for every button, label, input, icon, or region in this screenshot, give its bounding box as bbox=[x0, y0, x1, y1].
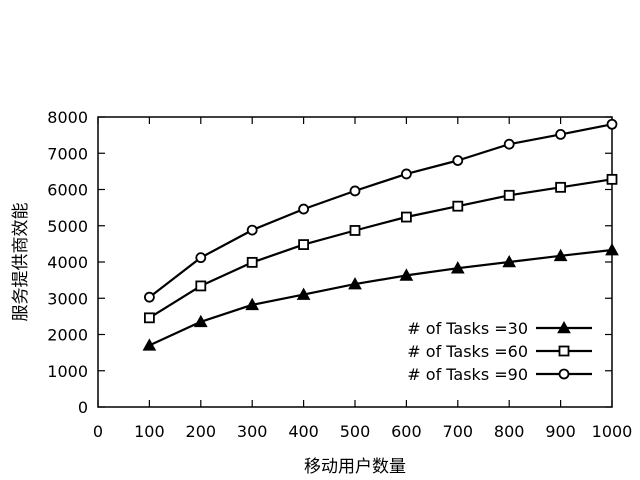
data-point bbox=[246, 256, 258, 268]
data-point bbox=[452, 155, 464, 166]
series-line bbox=[148, 123, 613, 299]
data-point bbox=[195, 252, 207, 264]
data-point bbox=[606, 118, 618, 130]
legend-label: # of Tasks =90 bbox=[407, 365, 528, 384]
legend-item: # of Tasks =90 bbox=[407, 365, 592, 384]
data-point bbox=[555, 181, 566, 193]
legend-label: # of Tasks =60 bbox=[407, 342, 528, 361]
y-tick-label: 3000 bbox=[47, 289, 88, 308]
series-line bbox=[148, 248, 613, 347]
axes bbox=[97, 116, 613, 408]
data-point bbox=[605, 243, 619, 256]
legend-marker bbox=[558, 345, 570, 357]
y-axis-label: 服务提供商效能 bbox=[11, 203, 31, 322]
data-point bbox=[553, 248, 568, 262]
series-square bbox=[143, 173, 618, 324]
data-point bbox=[452, 200, 464, 212]
ticks: 0 100 200 300 400 500 600 700 800 900 1000 0 1000 200… bbox=[47, 108, 632, 441]
data-point bbox=[400, 168, 412, 180]
data-point bbox=[555, 128, 566, 140]
x-tick-label: 0 bbox=[93, 422, 103, 441]
data-point bbox=[246, 224, 258, 236]
data-point bbox=[503, 189, 515, 201]
y-tick-label: 5000 bbox=[47, 217, 88, 236]
data-point bbox=[348, 277, 362, 290]
legend-item: # of Tasks =60 bbox=[407, 342, 592, 361]
data-point bbox=[400, 211, 412, 223]
data-point bbox=[503, 138, 515, 150]
plot-frame bbox=[97, 116, 613, 408]
x-tick-label: 500 bbox=[340, 422, 371, 441]
data-point bbox=[195, 280, 207, 292]
x-tick-label: 100 bbox=[134, 422, 165, 441]
x-tick-label: 300 bbox=[237, 422, 268, 441]
x-tick-label: 900 bbox=[545, 422, 576, 441]
legend: # of Tasks =30 # of Tasks =60 # of Tasks =… bbox=[407, 319, 592, 384]
data-point bbox=[143, 291, 155, 303]
data-point bbox=[298, 203, 310, 215]
y-tick-label: 4000 bbox=[47, 253, 88, 272]
data-point bbox=[349, 225, 361, 236]
data-point bbox=[450, 261, 465, 274]
x-axis-label: 移动用户数量 bbox=[304, 457, 406, 477]
y-tick-label: 7000 bbox=[47, 144, 88, 163]
data-point bbox=[298, 239, 310, 251]
legend-item: # of Tasks =30 bbox=[407, 319, 592, 338]
series-triangle bbox=[142, 243, 619, 351]
y-tick-label: 8000 bbox=[47, 108, 88, 127]
data-point bbox=[399, 268, 414, 281]
x-tick-label: 400 bbox=[288, 422, 319, 441]
y-tick-label: 2000 bbox=[47, 326, 88, 345]
x-tick-label: 1000 bbox=[592, 422, 633, 441]
data-point bbox=[606, 173, 618, 185]
y-tick-label: 6000 bbox=[47, 181, 88, 200]
series-circle bbox=[143, 118, 618, 303]
series-line bbox=[148, 178, 613, 319]
y-tick-label: 0 bbox=[78, 398, 88, 417]
x-tick-label: 700 bbox=[443, 422, 474, 441]
legend-marker bbox=[558, 368, 570, 380]
data-point bbox=[142, 338, 157, 351]
x-tick-label: 800 bbox=[494, 422, 525, 441]
legend-marker bbox=[557, 320, 571, 334]
data-point bbox=[296, 287, 311, 300]
x-tick-label: 200 bbox=[186, 422, 217, 441]
data-point bbox=[245, 297, 260, 311]
data-point bbox=[502, 254, 517, 268]
y-tick-label: 1000 bbox=[47, 362, 88, 381]
series-layer bbox=[142, 118, 619, 351]
x-tick-label: 600 bbox=[391, 422, 422, 441]
data-point bbox=[193, 314, 208, 328]
legend-label: # of Tasks =30 bbox=[407, 319, 528, 338]
data-point bbox=[143, 312, 155, 324]
data-point bbox=[349, 185, 361, 197]
